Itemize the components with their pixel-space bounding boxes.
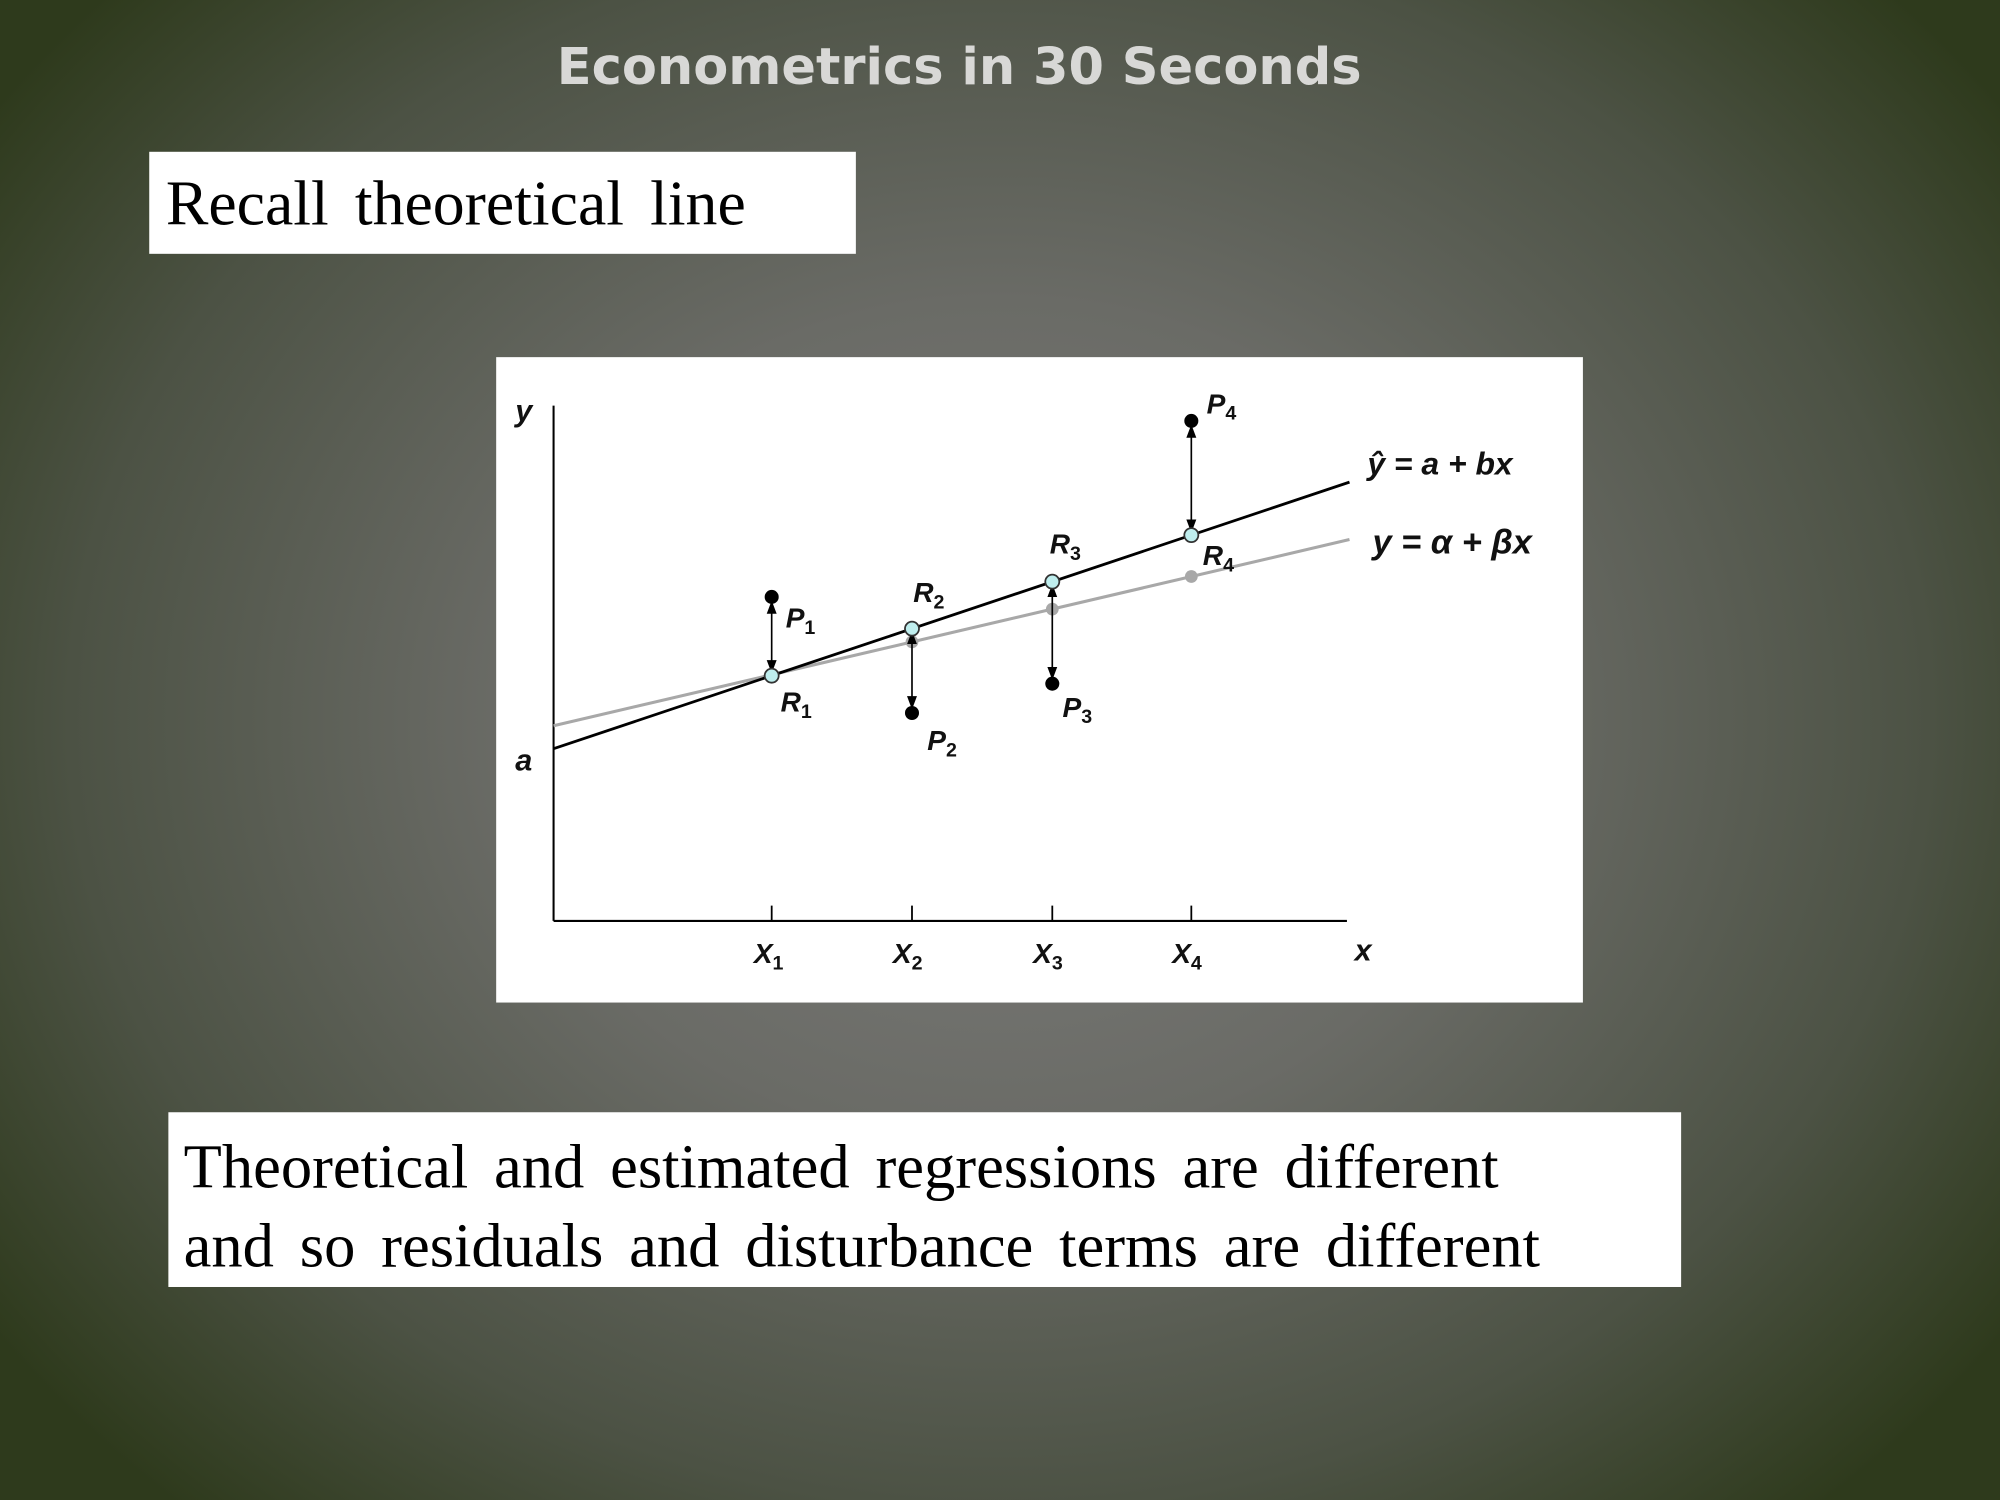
- observed-point: [764, 589, 779, 604]
- observed-point-label: P3: [1062, 692, 1092, 728]
- fitted-point-label: R4: [1203, 540, 1234, 576]
- x-tick-label: X3: [1031, 938, 1063, 974]
- chart-svg: X1 X2 X3 X4 P1 P2 P3 P4 R1 R2 R3 R4 y x a ŷ = a + bx y =…: [513, 388, 1533, 974]
- fitted-point: [763, 667, 780, 684]
- x-tick-label: X1: [752, 938, 784, 974]
- fitted-point: [1183, 527, 1200, 544]
- observed-point-label: P1: [786, 603, 816, 639]
- caption-top: Recall theoretical line: [149, 151, 856, 254]
- intercept-label: a: [515, 743, 532, 777]
- theoretical-point: [1184, 570, 1198, 583]
- x-tick-label: X4: [1170, 938, 1202, 974]
- theoretical-line-label: y = α + βx: [1370, 524, 1533, 562]
- fitted-point: [1044, 573, 1061, 590]
- observed-point-label: P4: [1207, 388, 1237, 424]
- estimated-line: [553, 480, 1350, 751]
- x-axis-label: x: [1353, 933, 1374, 967]
- observed-point: [1045, 676, 1060, 691]
- slide-title: Econometrics in 30 Seconds: [556, 38, 1362, 97]
- x-tick-label: X2: [891, 938, 923, 974]
- caption-bottom: Theoretical and estimated regressions ar…: [168, 1112, 1682, 1287]
- theoretical-line: [553, 538, 1350, 728]
- caption-bottom-line1: Theoretical and estimated regressions ar…: [183, 1131, 1499, 1202]
- fitted-point: [904, 620, 920, 637]
- y-axis-label: y: [513, 394, 534, 428]
- caption-bottom-line2: and so residuals and disturbance terms a…: [183, 1210, 1540, 1281]
- observed-point-label: P2: [927, 725, 957, 761]
- fitted-point-label: R2: [913, 577, 944, 613]
- fitted-point-label: R1: [781, 687, 812, 723]
- regression-chart: X1 X2 X3 X4 P1 P2 P3 P4 R1 R2 R3 R4 y x a ŷ = a + bx y =…: [496, 357, 1583, 1003]
- observed-point: [1184, 413, 1199, 428]
- fitted-point-label: R3: [1050, 529, 1081, 565]
- estimated-line-label: ŷ = a + bx: [1365, 445, 1514, 481]
- observed-point: [904, 705, 920, 721]
